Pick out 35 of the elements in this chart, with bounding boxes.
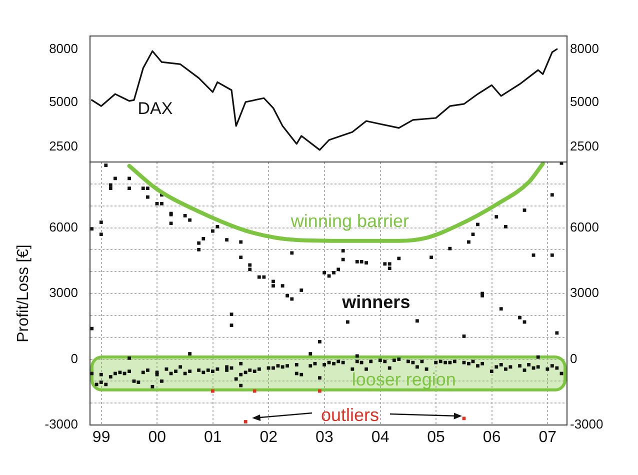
point — [318, 389, 322, 393]
x-tick-label: 07 — [538, 429, 557, 446]
y2-tick-label: 6000 — [570, 219, 599, 234]
y-tick-label: -3000 — [44, 416, 78, 432]
point — [252, 389, 256, 393]
y2-tick-label: 8000 — [570, 40, 599, 56]
point — [244, 420, 248, 424]
x-tick-label: 06 — [482, 429, 501, 446]
y2-tick-label: 0 — [570, 350, 578, 366]
y2-tick-label: 3000 — [570, 285, 599, 300]
y2-tick-label: 2500 — [570, 138, 599, 154]
line-series — [127, 162, 545, 243]
x-tick-label: 01 — [204, 429, 222, 446]
y2-tick-label: 5000 — [570, 94, 599, 110]
x-tick-label: 00 — [148, 429, 166, 446]
y-tick-label: 3000 — [49, 285, 78, 300]
x-tick-label: 03 — [316, 429, 334, 446]
annotation: winners — [341, 292, 410, 312]
y-tick-label: 6000 — [49, 219, 78, 234]
point — [462, 416, 466, 420]
point — [211, 389, 214, 393]
series-label: DAX — [138, 98, 173, 118]
y-tick-label: 5000 — [49, 94, 78, 110]
y-tick-label: 8000 — [49, 40, 78, 56]
x-tick-label: 02 — [260, 429, 278, 446]
x-tick-label: 99 — [92, 429, 110, 446]
y2-tick-label: -3000 — [570, 416, 604, 432]
y-axis-title: Profit/Loss [€] — [15, 244, 32, 342]
band-label: looser region — [352, 370, 456, 390]
y-tick-label: 0 — [70, 350, 78, 366]
y-tick-label: 2500 — [49, 138, 78, 154]
x-tick-label: 05 — [427, 429, 446, 446]
x-tick-label: 04 — [371, 429, 390, 446]
annotation: outliers — [320, 405, 379, 426]
series-label: winning barrier — [290, 210, 409, 231]
